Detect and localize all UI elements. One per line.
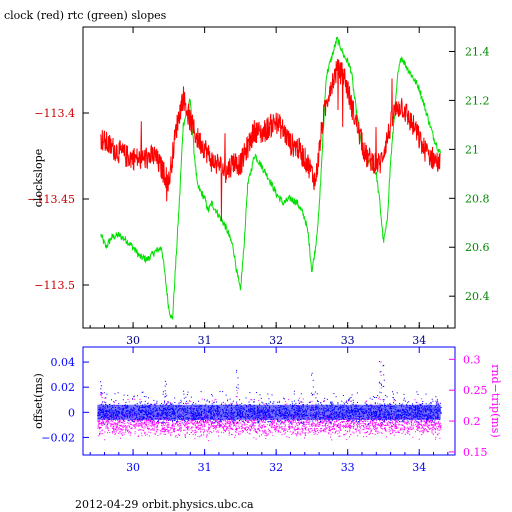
- offset-band: [97, 404, 441, 420]
- chart-title: clock (red) rtc (green) slopes: [4, 9, 167, 22]
- footer-text: 2012-04-29 orbit.physics.ubc.ca: [75, 498, 254, 511]
- top-y-tick-label: −113.4: [34, 107, 75, 120]
- bottom-y-tick-label: 0.02: [51, 381, 76, 394]
- bottom-axes: 30 31 32 33 34 0.04 0.02 0 −0.02 0.3 0.25 0.2 0.15: [41, 347, 488, 474]
- bottom-y2-tick-label: 0.3: [463, 353, 481, 366]
- top-panel: 30 31 32 33 34 −113.4 −113.45 −113.5 20.4 20.6 20.…: [27, 26, 490, 347]
- top-y-tick-label: −113.45: [27, 193, 75, 206]
- top-axes: 30 31 32 33 34 −113.4 −113.45 −113.5 20.4 20.6 20.…: [27, 27, 490, 347]
- top-x-tick-label: 34: [412, 334, 426, 347]
- top-y2-tick-label: 21.4: [465, 45, 490, 58]
- top-y2-tick-label: 21: [465, 143, 479, 156]
- top-x-tick-label: 32: [269, 334, 283, 347]
- bottom-y2-tick-label: 0.15: [463, 446, 488, 459]
- top-x-tick-label: 33: [341, 334, 355, 347]
- bottom-x-tick-label: 34: [412, 461, 426, 474]
- bottom-x-tick-label: 31: [198, 461, 212, 474]
- clock-slope-line: [100, 58, 441, 222]
- bottom-y-tick-label: 0: [68, 406, 75, 419]
- bottom-y2label: rnd−trip(ms): [489, 364, 502, 438]
- top-x-tick-label: 31: [198, 334, 212, 347]
- rndtrip-points: [97, 361, 442, 442]
- top-ylabel: clockslope: [32, 149, 45, 207]
- bottom-y2-tick-label: 0.25: [463, 384, 488, 397]
- bottom-plot-frame: [82, 346, 456, 456]
- bottom-y-tick-label: 0.04: [51, 356, 76, 369]
- bottom-ylabel: offset(ms): [32, 373, 45, 429]
- top-y2-tick-label: 21.2: [465, 94, 490, 107]
- bottom-panel: 30 31 32 33 34 0.04 0.02 0 −0.02 0.3 0.25 0.2 0.15 o…: [32, 346, 502, 474]
- bottom-x-tick-label: 32: [269, 461, 283, 474]
- top-plot-frame: [82, 26, 456, 329]
- bottom-y-tick-label: −0.02: [41, 431, 75, 444]
- bottom-x-tick-label: 30: [126, 461, 140, 474]
- rtc-slope-line: [100, 36, 441, 320]
- top-y2-tick-label: 20.6: [465, 241, 490, 254]
- top-y-tick-label: −113.5: [34, 279, 75, 292]
- top-x-tick-label: 30: [126, 334, 140, 347]
- bottom-y2-tick-label: 0.2: [463, 415, 481, 428]
- top-y2-tick-label: 20.8: [465, 192, 490, 205]
- top-y2-tick-label: 20.4: [465, 290, 490, 303]
- bottom-x-tick-label: 33: [341, 461, 355, 474]
